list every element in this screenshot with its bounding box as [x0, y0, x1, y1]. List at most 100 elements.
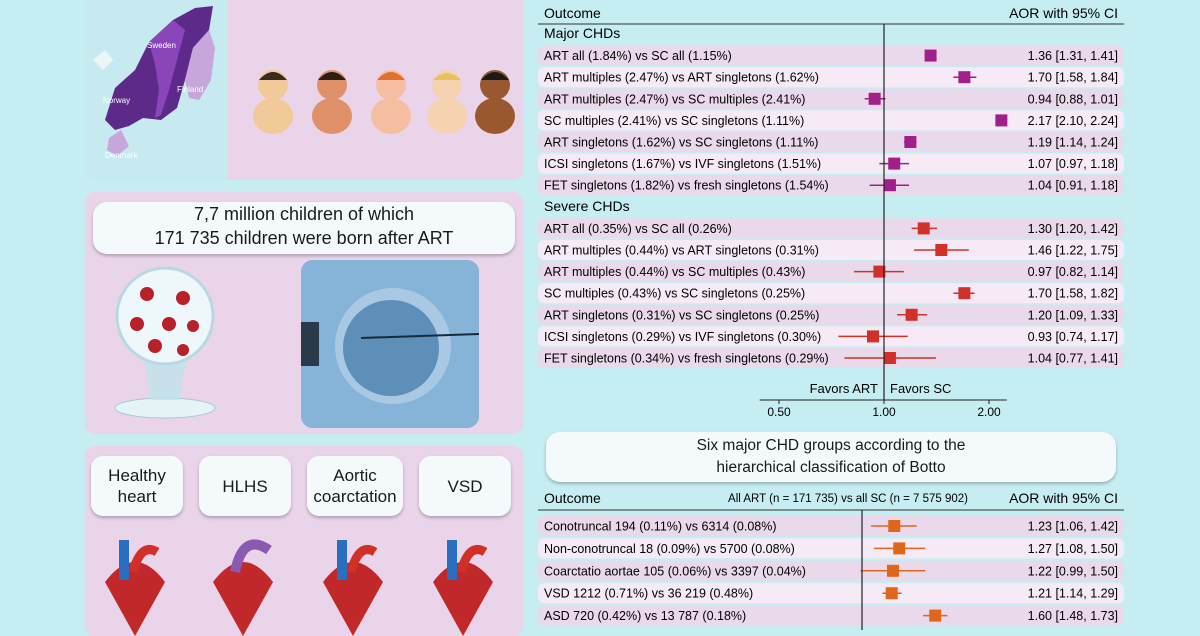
info-panel: 7,7 million children of which 171 735 ch… — [85, 192, 523, 434]
row-value: 1.70 [1.58, 1.82] — [1028, 287, 1118, 301]
header-outcome: Outcome — [544, 5, 601, 21]
egg-cell-image — [301, 260, 479, 428]
heart-label-vsd: VSD — [419, 456, 511, 516]
row-band — [538, 153, 1124, 174]
row-value: 1.20 [1.09, 1.33] — [1028, 308, 1118, 322]
row-label: ART singletons (1.62%) vs SC singletons … — [544, 136, 818, 150]
estimate-marker — [893, 542, 906, 555]
info-line-2: 171 735 children were born after ART — [154, 228, 454, 248]
row-label: ART singletons (0.31%) vs SC singletons … — [544, 308, 819, 322]
row-label: ICSI singletons (1.67%) vs IVF singleton… — [544, 157, 821, 171]
row-band — [538, 605, 1124, 626]
row-value: 1.36 [1.31, 1.41] — [1028, 49, 1118, 63]
row-label: Coarctatio aortae 105 (0.06%) vs 3397 (0… — [544, 564, 806, 578]
header-subtitle: All ART (n = 171 735) vs all SC (n = 7 5… — [728, 493, 968, 505]
hearts-illustration — [105, 539, 493, 636]
heart-label-text: HLHS — [222, 476, 268, 496]
estimate-marker — [888, 157, 901, 170]
botto-title-line-2: hierarchical classification of Botto — [716, 459, 946, 476]
row-band — [538, 218, 1124, 239]
botto-title-line-1: Six major CHD groups according to the — [696, 437, 966, 454]
estimate-marker — [929, 609, 942, 622]
row-band — [538, 110, 1124, 131]
heart-label-text: Aortic coarctation — [313, 466, 397, 506]
row-band — [538, 516, 1124, 536]
info-line-1: 7,7 million children of which — [193, 204, 415, 224]
row-label: Non-conotruncal 18 (0.09%) vs 5700 (0.08… — [544, 542, 795, 556]
favors-art-label: Favors ART — [810, 381, 878, 396]
row-band — [538, 240, 1124, 260]
group-heading: Major CHDs — [544, 25, 620, 41]
row-label: ART all (1.84%) vs SC all (1.15%) — [544, 49, 732, 63]
row-label: ASD 720 (0.42%) vs 13 787 (0.18%) — [544, 609, 746, 623]
map-label: Denmark — [105, 151, 138, 160]
row-backgrounds — [538, 45, 1124, 368]
heart-label-healthy: Healthy heart — [91, 456, 183, 516]
row-value: 1.07 [0.97, 1.18] — [1028, 157, 1118, 171]
favors-sc-label: Favors SC — [890, 381, 951, 396]
map-illustration: Sweden Finland Norway Denmark — [93, 6, 215, 160]
estimate-marker — [867, 330, 880, 343]
row-label: SC multiples (2.41%) vs SC singletons (1… — [544, 114, 804, 128]
row-band — [538, 560, 1124, 581]
row-value: 1.21 [1.14, 1.29] — [1028, 587, 1118, 601]
row-label: ART multiples (0.44%) vs ART singletons … — [544, 244, 819, 258]
row-band — [538, 67, 1124, 88]
row-value: 0.93 [0.74, 1.17] — [1028, 330, 1118, 344]
row-value: 1.30 [1.20, 1.42] — [1028, 222, 1118, 236]
estimate-marker — [917, 222, 930, 235]
heart-label-hlhs: HLHS — [199, 456, 291, 516]
x-tick-label: 1.00 — [872, 405, 896, 419]
map-panel: Sweden Finland Norway Denmark — [85, 0, 523, 180]
icsi-micrograph — [301, 260, 479, 428]
row-label: ART multiples (2.47%) vs SC multiples (2… — [544, 92, 805, 106]
row-value: 1.27 [1.08, 1.50] — [1028, 542, 1118, 556]
row-value: 1.22 [0.99, 1.50] — [1028, 564, 1118, 578]
row-label: ICSI singletons (0.29%) vs IVF singleton… — [544, 330, 821, 344]
row-band — [538, 132, 1124, 152]
row-band — [538, 175, 1124, 196]
estimate-marker — [995, 114, 1008, 127]
scandinavia-map: Sweden Finland Norway Denmark — [85, 0, 228, 180]
estimate-marker — [886, 564, 899, 577]
row-band — [538, 88, 1124, 109]
forest-plot-botto: Outcome All ART (n = 171 735) vs all SC (… — [538, 490, 1124, 630]
row-value: 2.17 [2.10, 2.24] — [1028, 114, 1118, 128]
row-value: 1.23 [1.06, 1.42] — [1028, 520, 1118, 534]
babies-illustration — [253, 70, 515, 134]
row-backgrounds — [538, 516, 1124, 626]
row-value: 0.94 [0.88, 1.01] — [1028, 92, 1118, 106]
heart-label-coarctation: Aortic coarctation — [307, 456, 403, 516]
row-label: Conotruncal 194 (0.11%) vs 6314 (0.08%) — [544, 520, 777, 534]
row-label: SC multiples (0.43%) vs SC singletons (0… — [544, 287, 805, 301]
row-label: VSD 1212 (0.71%) vs 36 219 (0.48%) — [544, 587, 753, 601]
forest-plot-chd: Outcome AOR with 95% CI Major CHDs ART all … — [538, 5, 1124, 419]
estimate-marker — [888, 520, 901, 532]
estimate-marker — [905, 308, 918, 321]
row-band — [538, 261, 1124, 282]
row-label: FET singletons (0.34%) vs fresh singleto… — [544, 352, 829, 366]
hearts-panel: Healthy heart HLHS Aortic coarctation VS… — [85, 446, 523, 636]
heart-label-text: Healthy heart — [108, 466, 166, 506]
row-band — [538, 583, 1124, 604]
x-tick-label: 0.50 — [767, 405, 791, 419]
row-band — [538, 326, 1124, 347]
row-value: 1.04 [0.91, 1.18] — [1028, 179, 1118, 193]
row-band — [538, 348, 1124, 368]
row-band — [538, 304, 1124, 325]
x-tick-label: 2.00 — [977, 405, 1001, 419]
row-band — [538, 538, 1124, 559]
heart-label-text: VSD — [447, 476, 483, 496]
row-value: 1.60 [1.48, 1.73] — [1028, 609, 1118, 623]
population-info: 7,7 million children of which 171 735 ch… — [93, 202, 515, 254]
estimate-marker — [935, 244, 948, 256]
row-label: ART multiples (0.44%) vs SC multiples (0… — [544, 265, 805, 279]
row-band — [538, 45, 1124, 66]
row-value: 1.04 [0.77, 1.41] — [1028, 352, 1118, 366]
map-label: Norway — [103, 96, 130, 105]
petri-dish-illustration — [114, 266, 216, 419]
estimate-marker — [958, 287, 971, 300]
estimate-marker — [873, 265, 886, 278]
header-aor: AOR with 95% CI — [1009, 490, 1118, 506]
row-label: ART multiples (2.47%) vs ART singletons … — [544, 71, 819, 85]
